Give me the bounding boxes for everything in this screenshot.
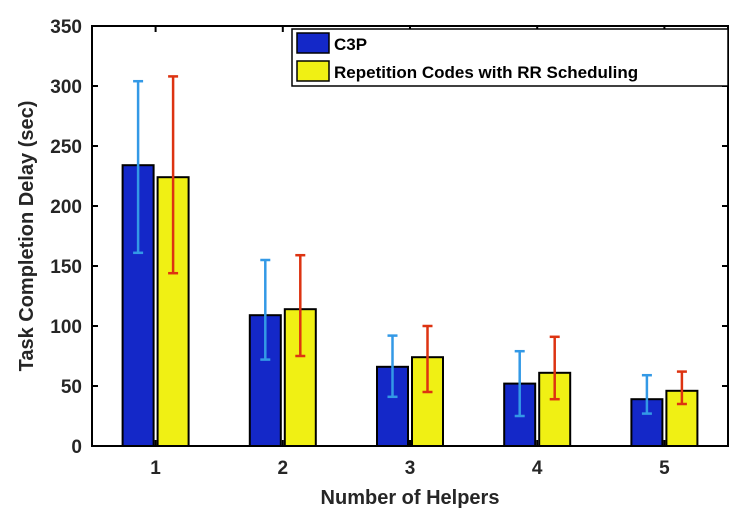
legend-label-repetition-codes: Repetition Codes with RR Scheduling bbox=[334, 63, 638, 82]
legend-box bbox=[291, 28, 729, 87]
y-tick-label-300: 300 bbox=[50, 77, 82, 98]
legend-swatch-repetition-codes bbox=[296, 60, 330, 82]
y-tick-label-200: 200 bbox=[50, 197, 82, 218]
x-tick-label-3: 3 bbox=[405, 458, 416, 479]
y-tick-label-100: 100 bbox=[50, 317, 82, 338]
y-tick-label-250: 250 bbox=[50, 137, 82, 158]
x-tick-label-1: 1 bbox=[150, 458, 161, 479]
y-axis-ticks: 0 50 100 150 200 250 300 350 bbox=[50, 17, 728, 458]
x-tick-label-5: 5 bbox=[659, 458, 670, 479]
plot-area bbox=[92, 26, 728, 446]
y-tick-label-0: 0 bbox=[71, 437, 82, 458]
y-tick-label-50: 50 bbox=[61, 377, 82, 398]
error-bars-group bbox=[133, 75, 687, 418]
x-axis-label: Number of Helpers bbox=[321, 487, 500, 509]
y-axis-label: Task Completion Delay (sec) bbox=[16, 101, 38, 372]
y-tick-label-150: 150 bbox=[50, 257, 82, 278]
legend: C3P Repetition Codes with RR Scheduling bbox=[291, 28, 729, 87]
legend-label-c3p: C3P bbox=[334, 35, 367, 54]
x-tick-label-2: 2 bbox=[278, 458, 289, 479]
legend-swatch-c3p bbox=[296, 32, 330, 54]
y-tick-label-350: 350 bbox=[50, 17, 82, 38]
x-tick-label-4: 4 bbox=[532, 458, 543, 479]
